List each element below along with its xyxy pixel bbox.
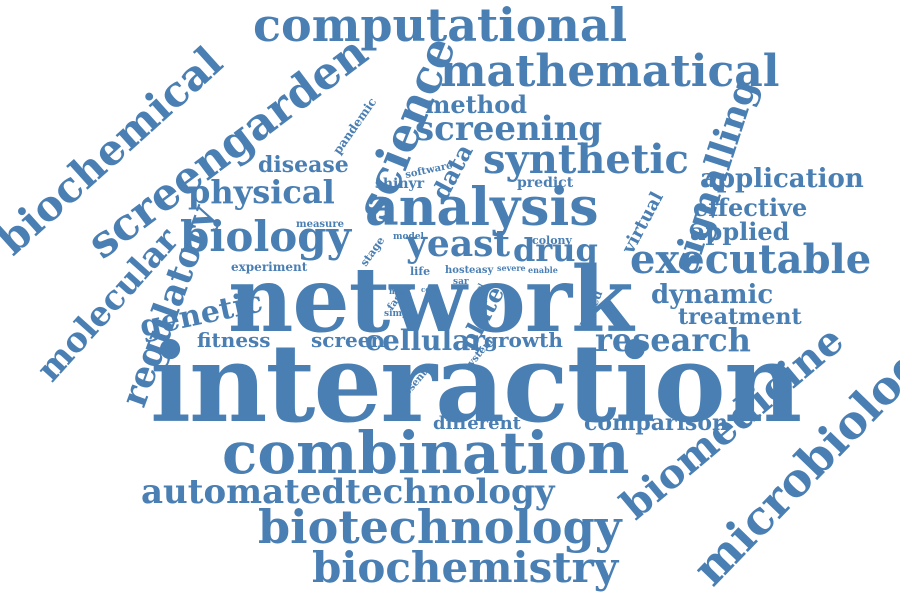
word-simple: simple [384, 309, 418, 319]
word-application: application [700, 164, 864, 194]
word-comparison: comparison [584, 410, 728, 436]
word-biology: biology [180, 212, 352, 261]
word-method: method [425, 90, 527, 119]
word-enable: enable [528, 265, 558, 275]
word-drug: drug [513, 231, 598, 269]
word-interaction: interaction [150, 321, 802, 447]
word-predict: predict [517, 175, 574, 191]
word-screen: screen [311, 328, 385, 352]
word-biochemistry: biochemistry [312, 543, 619, 592]
word-life: life [410, 265, 431, 278]
word-physical: physical [188, 173, 335, 211]
word-dynamic: dynamic [651, 280, 774, 310]
word-screening: screening [415, 109, 603, 149]
word-experiment: experiment [231, 260, 308, 274]
word-code: code [421, 285, 440, 294]
word-treatment: treatment [678, 304, 802, 330]
word-synthetic: synthetic [483, 136, 689, 183]
word-colony: colony [532, 234, 572, 247]
word-fitness: fitness [197, 328, 271, 352]
word-host: host [445, 265, 470, 276]
word-growth: growth [484, 328, 563, 352]
word-easy: easy [469, 265, 494, 276]
word-shinyr: shinyr [375, 176, 425, 192]
word-executable: executable [630, 236, 872, 283]
word-network: network [228, 247, 634, 353]
word-cellular: cellular [365, 324, 486, 357]
word-disease: disease [258, 152, 349, 178]
word-mathematical: mathematical [440, 46, 780, 97]
word-yeast: yeast [406, 223, 511, 265]
word-analysis: analysis [365, 177, 599, 238]
word-model: model [393, 232, 424, 242]
word-most: most [389, 286, 411, 296]
word-severe: severe [497, 263, 526, 273]
word-sar: sar [453, 277, 469, 287]
word-measure: measure [296, 219, 344, 230]
word-different: different [433, 413, 521, 434]
word-combination: combination [222, 419, 630, 487]
word-biotechnology: biotechnology [258, 500, 622, 554]
word-automatedtechnology: automatedtechnology [141, 472, 555, 512]
word-computational: computational [253, 0, 628, 52]
word-effective: effective [693, 193, 808, 222]
word-applied: applied [690, 217, 790, 246]
word-research: research [595, 321, 751, 359]
